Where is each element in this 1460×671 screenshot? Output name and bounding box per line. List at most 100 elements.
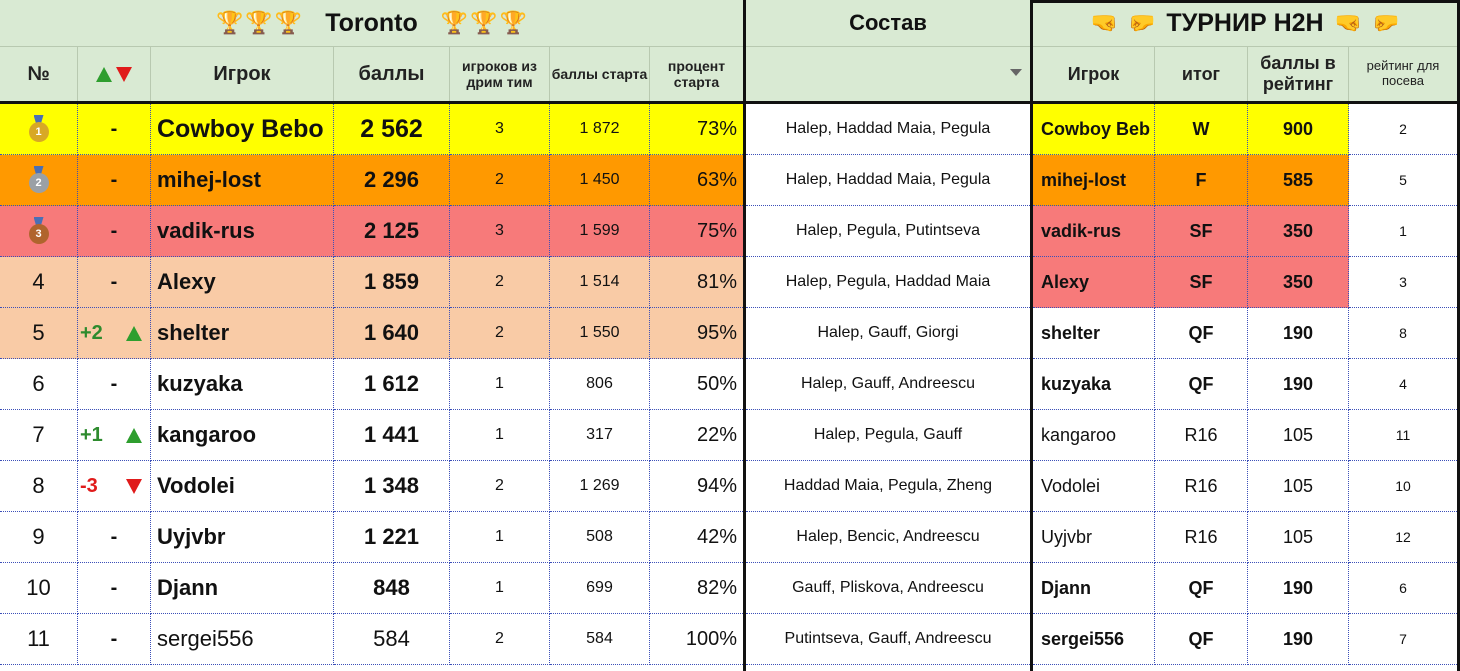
change-cell[interactable]: - xyxy=(78,206,151,257)
h2h-player-cell[interactable]: mihej-lost xyxy=(1033,155,1155,206)
rank-cell[interactable]: 6 xyxy=(0,359,78,410)
h2h-player-cell[interactable]: Vodolei xyxy=(1033,461,1155,512)
col-header-dream[interactable]: игроков из дрим тим xyxy=(450,47,550,101)
dream-players-cell[interactable]: 2 xyxy=(450,308,550,359)
h2h-player-cell[interactable]: Cowboy Beb xyxy=(1033,104,1155,155)
player-name-cell[interactable]: shelter xyxy=(151,308,334,359)
rating-points-cell[interactable]: 190 xyxy=(1248,614,1349,665)
rank-cell[interactable]: 11 xyxy=(0,614,78,665)
change-cell[interactable]: - xyxy=(78,257,151,308)
result-cell[interactable]: R16 xyxy=(1155,461,1248,512)
change-cell[interactable]: - xyxy=(78,155,151,206)
start-percent-cell[interactable]: 22% xyxy=(650,410,743,461)
filter-dropdown-icon[interactable] xyxy=(1010,69,1022,76)
start-percent-cell[interactable]: 42% xyxy=(650,512,743,563)
result-cell[interactable]: F xyxy=(1155,155,1248,206)
lineup-cell[interactable]: Halep, Haddad Maia, Pegula xyxy=(746,104,1030,155)
lineup-cell[interactable]: Haddad Maia, Pegula, Zheng xyxy=(746,461,1030,512)
change-cell[interactable]: - xyxy=(78,614,151,665)
points-cell[interactable]: 584 xyxy=(334,614,450,665)
start-points-cell[interactable]: 1 514 xyxy=(550,257,650,308)
points-cell[interactable]: 848 xyxy=(334,563,450,614)
change-cell[interactable]: - xyxy=(78,359,151,410)
start-percent-cell[interactable]: 95% xyxy=(650,308,743,359)
start-percent-cell[interactable]: 73% xyxy=(650,104,743,155)
result-cell[interactable]: QF xyxy=(1155,563,1248,614)
h2h-player-cell[interactable]: kuzyaka xyxy=(1033,359,1155,410)
start-percent-cell[interactable]: 94% xyxy=(650,461,743,512)
start-percent-cell[interactable]: 75% xyxy=(650,206,743,257)
result-cell[interactable]: QF xyxy=(1155,614,1248,665)
player-name-cell[interactable]: Alexy xyxy=(151,257,334,308)
rank-cell[interactable]: 2 xyxy=(0,155,78,206)
seed-cell[interactable]: 5 xyxy=(1349,155,1457,206)
seed-cell[interactable]: 11 xyxy=(1349,410,1457,461)
rank-cell[interactable]: 10 xyxy=(0,563,78,614)
player-name-cell[interactable]: kuzyaka xyxy=(151,359,334,410)
rank-cell[interactable]: 5 xyxy=(0,308,78,359)
rating-points-cell[interactable]: 585 xyxy=(1248,155,1349,206)
start-points-cell[interactable]: 1 550 xyxy=(550,308,650,359)
points-cell[interactable]: 2 562 xyxy=(334,104,450,155)
result-cell[interactable]: R16 xyxy=(1155,410,1248,461)
rank-cell[interactable]: 1 xyxy=(0,104,78,155)
points-cell[interactable]: 1 612 xyxy=(334,359,450,410)
h2h-player-cell[interactable]: sergei556 xyxy=(1033,614,1155,665)
result-cell[interactable]: W xyxy=(1155,104,1248,155)
col-header-seed[interactable]: рейтинг для посева xyxy=(1366,58,1440,88)
player-name-cell[interactable]: sergei556 xyxy=(151,614,334,665)
player-name-cell[interactable]: mihej-lost xyxy=(151,155,334,206)
seed-cell[interactable]: 2 xyxy=(1349,104,1457,155)
seed-cell[interactable]: 1 xyxy=(1349,206,1457,257)
h2h-player-cell[interactable]: shelter xyxy=(1033,308,1155,359)
lineup-cell[interactable]: Halep, Gauff, Andreescu xyxy=(746,359,1030,410)
rating-points-cell[interactable]: 190 xyxy=(1248,359,1349,410)
seed-cell[interactable]: 10 xyxy=(1349,461,1457,512)
player-name-cell[interactable]: vadik-rus xyxy=(151,206,334,257)
start-points-cell[interactable]: 317 xyxy=(550,410,650,461)
player-name-cell[interactable]: Cowboy Bebo xyxy=(151,104,334,155)
rank-cell[interactable]: 8 xyxy=(0,461,78,512)
change-cell[interactable]: - xyxy=(78,563,151,614)
lineup-cell[interactable]: Halep, Pegula, Haddad Maia xyxy=(746,257,1030,308)
rank-cell[interactable]: 4 xyxy=(0,257,78,308)
start-points-cell[interactable]: 508 xyxy=(550,512,650,563)
dream-players-cell[interactable]: 3 xyxy=(450,104,550,155)
start-points-cell[interactable]: 806 xyxy=(550,359,650,410)
dream-players-cell[interactable]: 3 xyxy=(450,206,550,257)
dream-players-cell[interactable]: 2 xyxy=(450,257,550,308)
lineup-cell[interactable]: Halep, Gauff, Giorgi xyxy=(746,308,1030,359)
dream-players-cell[interactable]: 2 xyxy=(450,461,550,512)
rating-points-cell[interactable]: 105 xyxy=(1248,410,1349,461)
result-cell[interactable]: SF xyxy=(1155,257,1248,308)
col-header-num[interactable]: № xyxy=(0,47,78,101)
col-header-rating-points[interactable]: баллы в рейтинг xyxy=(1248,47,1349,101)
col-header-points[interactable]: баллы xyxy=(334,47,450,101)
start-points-cell[interactable]: 584 xyxy=(550,614,650,665)
lineup-cell[interactable]: Putintseva, Gauff, Andreescu xyxy=(746,614,1030,665)
result-cell[interactable]: SF xyxy=(1155,206,1248,257)
dream-players-cell[interactable]: 1 xyxy=(450,563,550,614)
rating-points-cell[interactable]: 190 xyxy=(1248,563,1349,614)
rating-points-cell[interactable]: 190 xyxy=(1248,308,1349,359)
points-cell[interactable]: 1 441 xyxy=(334,410,450,461)
rank-cell[interactable]: 7 xyxy=(0,410,78,461)
h2h-player-cell[interactable]: kangaroo xyxy=(1033,410,1155,461)
start-percent-cell[interactable]: 50% xyxy=(650,359,743,410)
points-cell[interactable]: 1 221 xyxy=(334,512,450,563)
start-points-cell[interactable]: 1 872 xyxy=(550,104,650,155)
col-header-start-points[interactable]: баллы старта xyxy=(550,47,650,101)
col-header-change[interactable] xyxy=(78,47,151,101)
lineup-cell[interactable]: Halep, Pegula, Gauff xyxy=(746,410,1030,461)
change-cell[interactable]: - xyxy=(78,104,151,155)
rank-cell[interactable]: 3 xyxy=(0,206,78,257)
start-percent-cell[interactable]: 81% xyxy=(650,257,743,308)
rating-points-cell[interactable]: 350 xyxy=(1248,206,1349,257)
change-cell[interactable]: +2 xyxy=(78,308,151,359)
player-name-cell[interactable]: Vodolei xyxy=(151,461,334,512)
seed-cell[interactable]: 12 xyxy=(1349,512,1457,563)
h2h-player-cell[interactable]: Uyjvbr xyxy=(1033,512,1155,563)
rank-cell[interactable]: 9 xyxy=(0,512,78,563)
lineup-cell[interactable]: Halep, Haddad Maia, Pegula xyxy=(746,155,1030,206)
seed-cell[interactable]: 3 xyxy=(1349,257,1457,308)
